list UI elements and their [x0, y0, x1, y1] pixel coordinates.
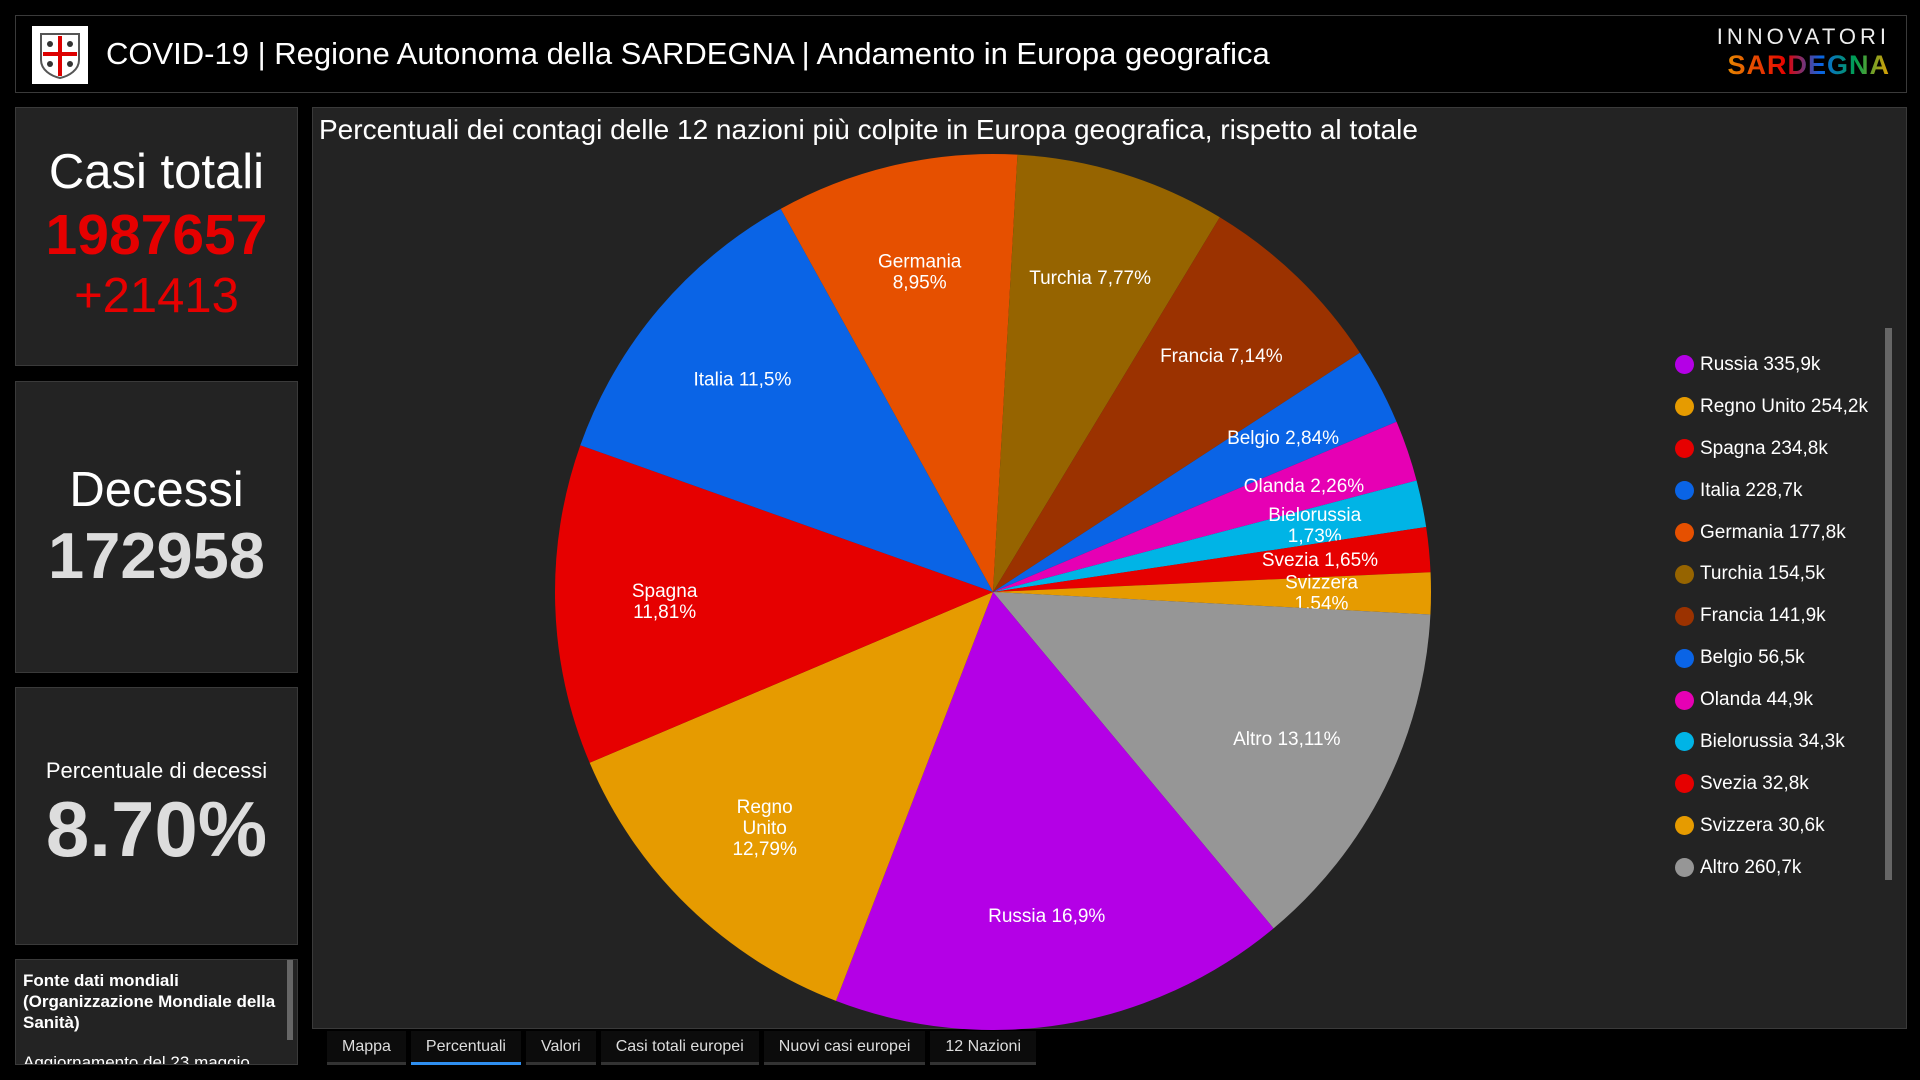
tab-bar: Mappa Percentuali Valori Casi totali europe… [327, 1031, 1036, 1065]
legend-item[interactable]: Svizzera 30,6k [1675, 805, 1868, 847]
legend-label: Italia 228,7k [1700, 479, 1803, 501]
legend-swatch [1675, 439, 1694, 459]
death-rate-label: Percentuale di decessi [45, 758, 268, 783]
legend-swatch [1675, 774, 1694, 794]
total-cases-label: Casi totali [48, 145, 265, 199]
pie-slice-olanda[interactable] [993, 421, 1417, 592]
tab-nuovi-casi-europei[interactable]: Nuovi casi europei [763, 1031, 926, 1065]
legend-label: Spagna 234,8k [1700, 437, 1828, 459]
brand-bottom: SARDEGNA [1717, 50, 1890, 81]
legend-item[interactable]: Francia 141,9k [1675, 595, 1868, 637]
legend-item[interactable]: Regno Unito 254,2k [1675, 386, 1868, 428]
legend-swatch [1675, 858, 1694, 878]
legend-label: Belgio 56,5k [1700, 647, 1805, 669]
header-bar: COVID-19 | Regione Autonoma della SARDEG… [15, 15, 1907, 93]
tab-casi-totali-europei[interactable]: Casi totali europei [600, 1031, 759, 1065]
legend-label: Svizzera 30,6k [1700, 814, 1825, 836]
chart-legend: Russia 335,9k Regno Unito 254,2k Spagna 23… [1675, 344, 1868, 889]
legend-swatch [1675, 690, 1694, 710]
slice-label: Altro 13,11% [1233, 729, 1340, 750]
legend-item[interactable]: Svezia 32,8k [1675, 763, 1868, 805]
slice-label: Svezia 1,65% [1262, 550, 1378, 571]
tab-12-nazioni[interactable]: 12 Nazioni [930, 1031, 1036, 1065]
slice-label: Germania 8,95% [878, 251, 962, 293]
total-cases-card: Casi totali 1987657 +21413 [15, 107, 298, 366]
legend-swatch [1675, 397, 1694, 417]
brand-top: INNOVATORI [1716, 24, 1890, 49]
total-cases-value: 1987657 [45, 203, 268, 267]
pie-slice-germania[interactable] [780, 154, 1018, 592]
legend-item[interactable]: Turchia 154,5k [1675, 553, 1868, 595]
pie-slice-svizzera[interactable] [993, 572, 1431, 615]
pie-slice-francia[interactable] [993, 217, 1360, 592]
tab-mappa[interactable]: Mappa [327, 1031, 406, 1065]
slice-label: Italia 11,5% [693, 370, 791, 391]
source-card[interactable]: Fonte dati mondiali (Organizzazione Mond… [15, 959, 298, 1065]
total-cases-delta: +21413 [74, 269, 239, 323]
legend-item[interactable]: Spagna 234,8k [1675, 428, 1868, 470]
source-title: Fonte dati mondiali (Organizzazione Mond… [23, 971, 276, 1032]
pie-slice-turchia[interactable] [993, 154, 1220, 592]
source-scrollbar[interactable] [287, 960, 293, 1040]
chart-panel: Percentuali dei contagi delle 12 nazioni… [312, 107, 1907, 1030]
legend-label: Regno Unito 254,2k [1700, 395, 1868, 417]
slice-label: Olanda 2,26% [1244, 476, 1365, 497]
legend-swatch [1675, 606, 1694, 626]
source-update: Aggiornamento del 23 maggio [23, 1053, 250, 1065]
legend-item[interactable]: Olanda 44,9k [1675, 679, 1868, 721]
legend-swatch [1675, 732, 1694, 752]
legend-label: Olanda 44,9k [1700, 689, 1814, 711]
innovatori-sardegna-logo: INNOVATORI SARDEGNA [1717, 24, 1890, 81]
legend-label: Germania 177,8k [1700, 521, 1846, 543]
tab-valori[interactable]: Valori [525, 1031, 596, 1065]
deaths-card: Decessi 172958 [15, 381, 298, 673]
legend-item[interactable]: Germania 177,8k [1675, 512, 1868, 554]
legend-swatch [1675, 481, 1694, 501]
legend-item[interactable]: Russia 335,9k [1675, 344, 1868, 386]
legend-label: Altro 260,7k [1700, 856, 1802, 878]
pie-slice-svezia[interactable] [993, 527, 1431, 592]
legend-swatch [1675, 564, 1694, 584]
death-rate-value: 8.70% [45, 785, 268, 873]
page-title: COVID-19 | Regione Autonoma della SARDEG… [106, 36, 1270, 71]
legend-swatch [1675, 648, 1694, 668]
sardinia-coat-of-arms-logo [32, 26, 88, 84]
legend-item[interactable]: Belgio 56,5k [1675, 637, 1868, 679]
slice-label: Turchia 7,77% [1029, 268, 1151, 289]
legend-item[interactable]: Altro 260,7k [1675, 847, 1868, 889]
legend-swatch [1675, 523, 1694, 542]
slice-label: Regno Unito 12,79% [732, 797, 797, 860]
legend-scrollbar[interactable] [1885, 328, 1892, 880]
legend-swatch [1675, 355, 1694, 375]
deaths-value: 172958 [48, 519, 265, 592]
legend-swatch [1675, 816, 1694, 836]
tab-percentuali[interactable]: Percentuali [410, 1031, 521, 1065]
pie-slice-bielorussia[interactable] [993, 480, 1427, 592]
legend-label: Svezia 32,8k [1700, 772, 1809, 794]
deaths-label: Decessi [69, 463, 244, 517]
pie-slice-italia[interactable] [580, 208, 993, 592]
pie-slice-spagna[interactable] [554, 445, 993, 763]
chart-title: Percentuali dei contagi delle 12 nazioni… [319, 114, 1418, 145]
pie-chart: Germania 8,95% Turchia 7,77% Francia 7,14% B… [554, 154, 1431, 1030]
pie-slice-russia[interactable] [835, 592, 1274, 1030]
pie-slice-regno-unito[interactable] [589, 592, 993, 1001]
slice-label: Belgio 2,84% [1227, 428, 1339, 449]
legend-item[interactable]: Italia 228,7k [1675, 470, 1868, 512]
legend-label: Russia 335,9k [1700, 353, 1821, 375]
legend-label: Bielorussia 34,3k [1700, 730, 1845, 752]
slice-label: Francia 7,14% [1160, 346, 1283, 367]
pie-slice-belgio[interactable] [993, 352, 1397, 592]
legend-label: Turchia 154,5k [1700, 563, 1825, 585]
death-rate-card: Percentuale di decessi 8.70% [15, 687, 298, 945]
legend-item[interactable]: Bielorussia 34,3k [1675, 721, 1868, 763]
legend-label: Francia 141,9k [1700, 605, 1826, 627]
slice-label: Spagna 11,81% [632, 581, 698, 623]
slice-label: Russia 16,9% [988, 906, 1105, 927]
pie-slice-altro[interactable] [993, 592, 1431, 929]
